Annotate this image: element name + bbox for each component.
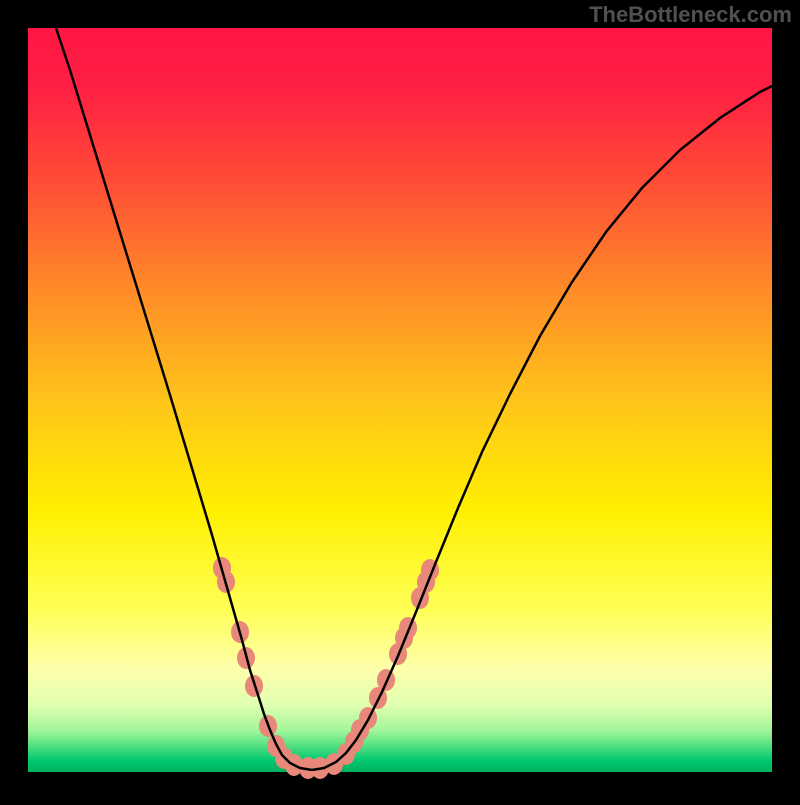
chart-frame: TheBottleneck.com (0, 0, 800, 800)
watermark-text: TheBottleneck.com (589, 2, 792, 28)
curve-marker (399, 617, 417, 639)
bottleneck-chart (0, 0, 800, 800)
